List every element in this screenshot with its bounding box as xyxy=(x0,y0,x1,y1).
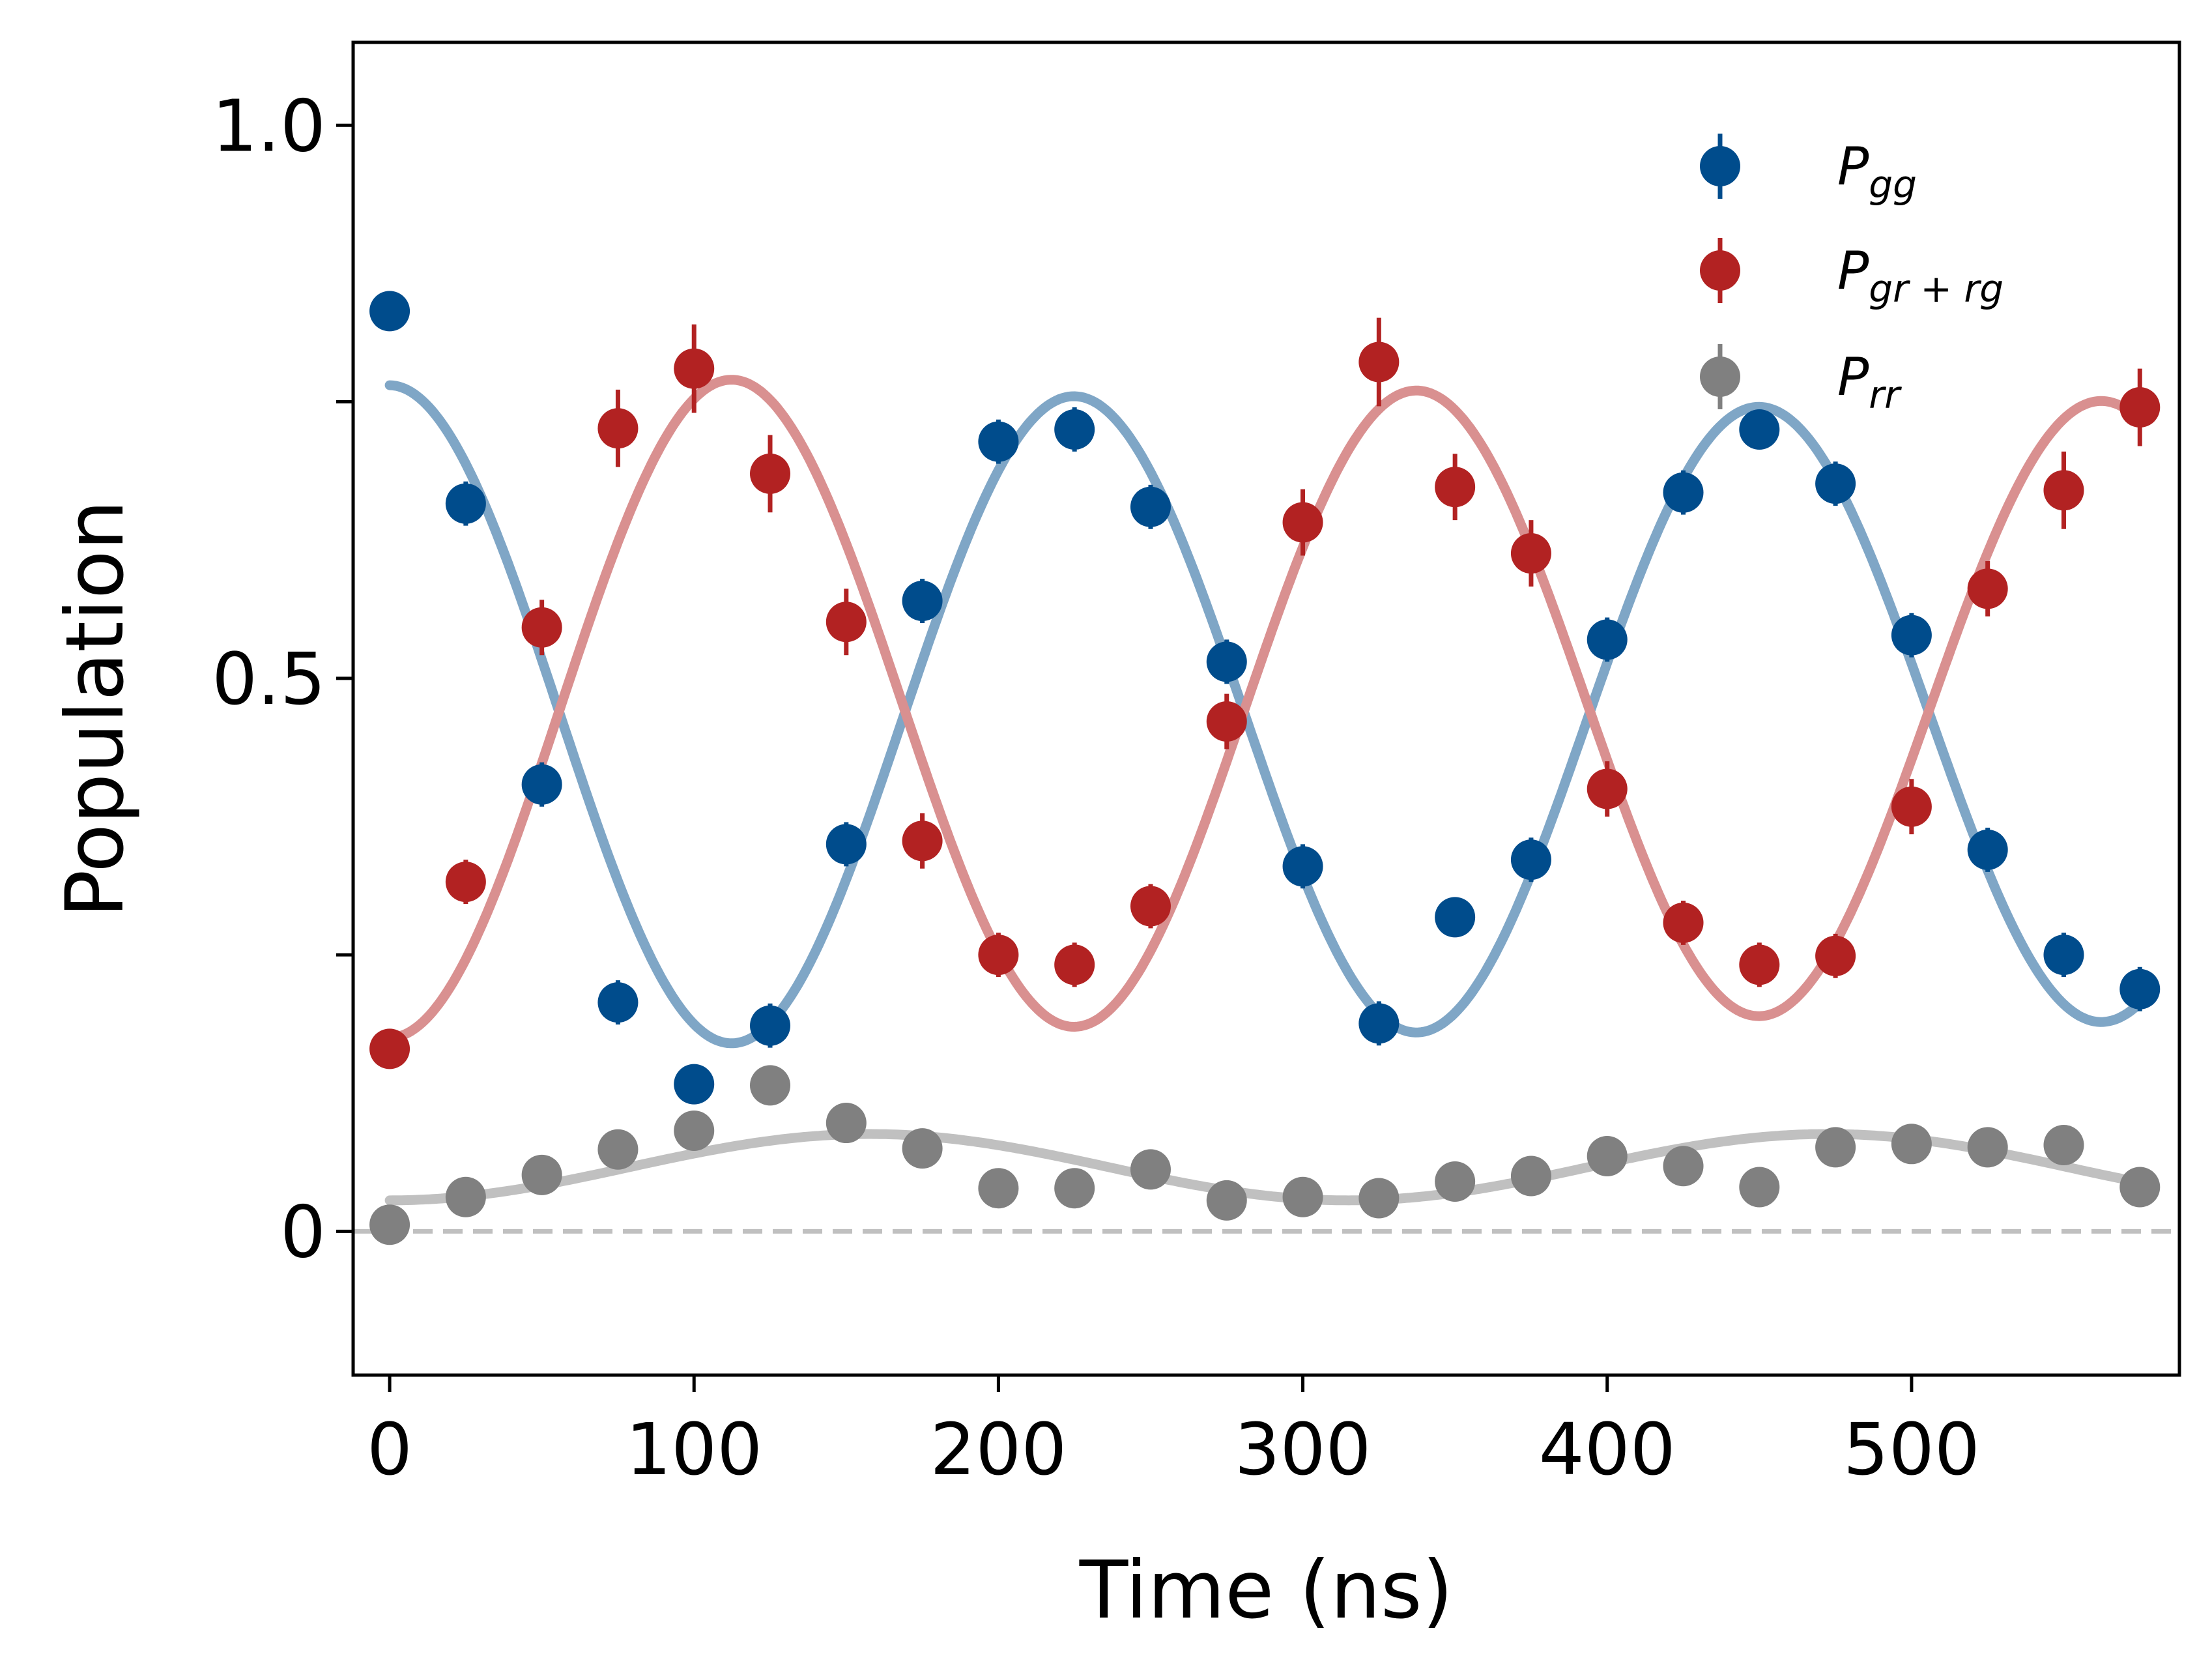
data-point xyxy=(674,1064,715,1105)
data-point xyxy=(445,862,486,903)
axes-layer: 0 100 200 300 400 500 0 0.5 1.0 xyxy=(212,84,1980,1491)
data-point xyxy=(1130,486,1171,527)
data-point xyxy=(1587,768,1628,809)
data-point xyxy=(1739,944,1780,985)
x-tick-label: 400 xyxy=(1539,1408,1676,1491)
data-point xyxy=(521,607,562,648)
data-point xyxy=(1435,897,1476,938)
fit-curve-1 xyxy=(384,375,2145,1043)
y-tick-label: 0.5 xyxy=(212,637,326,721)
data-point xyxy=(1435,1161,1476,1202)
data-point xyxy=(1587,619,1628,660)
data-point xyxy=(1739,1167,1780,1208)
data-point xyxy=(826,824,867,865)
data-point xyxy=(2043,1125,2084,1166)
data-point xyxy=(1358,341,1400,383)
data-point xyxy=(1967,829,2008,870)
data-point xyxy=(1663,902,1704,943)
x-tick-label: 0 xyxy=(367,1408,412,1491)
data-point xyxy=(826,602,867,643)
legend: Pgg Pgr + rg Prr xyxy=(1700,134,2004,417)
data-point xyxy=(1054,409,1095,450)
data-point xyxy=(369,1204,410,1245)
legend-label: Pgg xyxy=(1837,136,1917,207)
data-point xyxy=(2043,935,2084,976)
y-axis-label: Population xyxy=(49,500,141,918)
data-point xyxy=(674,348,715,389)
data-point xyxy=(1510,1155,1551,1197)
data-point xyxy=(1282,1176,1323,1217)
data-point xyxy=(1663,1146,1704,1187)
data-point xyxy=(1510,839,1551,880)
data-point xyxy=(978,1168,1019,1209)
data-point xyxy=(445,483,486,524)
data-point xyxy=(1967,1127,2008,1168)
x-tick-label: 500 xyxy=(1843,1408,1980,1491)
data-point xyxy=(1815,935,1856,976)
plot-layer xyxy=(353,291,2179,1245)
data-point xyxy=(1130,886,1171,927)
data-point xyxy=(1663,472,1704,513)
data-point xyxy=(521,1154,562,1195)
data-point xyxy=(445,1176,486,1217)
plot-frame xyxy=(351,40,2181,1377)
data-point xyxy=(1206,641,1247,682)
data-point xyxy=(2119,1167,2161,1208)
data-point xyxy=(978,935,1019,976)
data-point xyxy=(369,1028,410,1069)
data-point xyxy=(674,1110,715,1151)
data-point xyxy=(1815,1127,1856,1168)
data-point xyxy=(1130,1149,1171,1190)
data-point xyxy=(826,1103,867,1144)
x-axis-label: Time (ns) xyxy=(1079,1544,1453,1636)
data-point xyxy=(597,982,639,1023)
data-point xyxy=(597,408,639,449)
legend-label: Pgr + rg xyxy=(1837,240,2004,311)
data-point xyxy=(1054,1168,1095,1209)
data-point xyxy=(1282,846,1323,887)
y-tick-label: 1.0 xyxy=(212,84,326,167)
data-point xyxy=(1967,568,2008,609)
data-point xyxy=(1435,467,1476,508)
data-point xyxy=(369,291,410,332)
data-point xyxy=(902,1128,943,1169)
data-point xyxy=(597,1129,639,1170)
data-point xyxy=(1358,1178,1400,1219)
data-point xyxy=(978,421,1019,462)
legend-label: Prr xyxy=(1837,347,1902,417)
data-point xyxy=(2119,387,2161,428)
x-tick-label: 300 xyxy=(1235,1408,1372,1491)
data-point xyxy=(1587,1135,1628,1176)
data-point xyxy=(1510,533,1551,574)
data-point xyxy=(902,821,943,862)
legend-marker xyxy=(1700,356,1740,397)
fit-curve-0 xyxy=(384,380,2145,1049)
x-tick-label: 200 xyxy=(930,1408,1067,1491)
data-point xyxy=(2043,470,2084,511)
data-point xyxy=(521,764,562,805)
y-tick-label: 0 xyxy=(280,1190,326,1273)
data-point xyxy=(750,453,791,494)
data-point xyxy=(750,1065,791,1106)
data-point xyxy=(1206,1180,1247,1221)
legend-marker xyxy=(1700,146,1740,186)
data-point xyxy=(1739,409,1780,450)
x-tick-label: 100 xyxy=(625,1408,762,1491)
legend-marker xyxy=(1700,250,1740,291)
data-point xyxy=(1891,1124,1932,1165)
data-point xyxy=(1282,502,1323,543)
data-point xyxy=(2119,968,2161,1010)
data-point xyxy=(1815,463,1856,504)
data-point xyxy=(1891,615,1932,656)
data-point xyxy=(1891,786,1932,827)
data-point xyxy=(750,1005,791,1046)
data-point xyxy=(1358,1003,1400,1044)
data-point xyxy=(902,581,943,622)
data-point xyxy=(1054,944,1095,985)
data-point xyxy=(1206,701,1247,742)
